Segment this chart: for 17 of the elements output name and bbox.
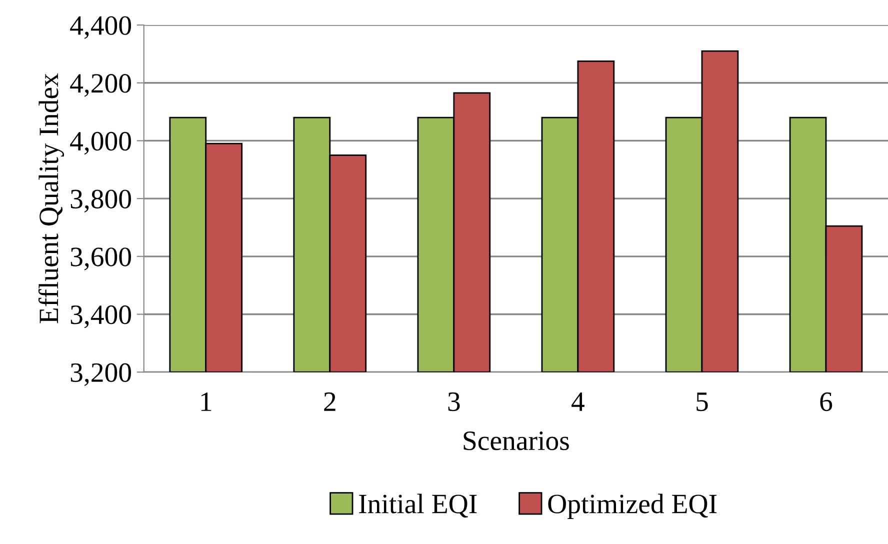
- legend-label: Initial EQI: [359, 494, 477, 518]
- y-tick-label: 3,800: [70, 190, 131, 212]
- legend-label: Optimized EQI: [548, 494, 717, 519]
- x-tick-label: 1: [201, 392, 212, 411]
- y-tick-label: 4,000: [70, 132, 131, 155]
- x-tick-label: 6: [820, 392, 832, 412]
- x-tick-label: 5: [696, 392, 708, 412]
- y-tick-label: 3,400: [70, 305, 131, 328]
- x-tick-label: 4: [572, 392, 584, 411]
- y-tick-label: 3,200: [70, 363, 131, 386]
- y-tick-label: 3,600: [70, 248, 131, 270]
- y-tick-label: 4,200: [70, 74, 131, 97]
- y-tick-label: 4,400: [70, 16, 131, 39]
- x-tick-label: 3: [448, 392, 460, 412]
- y-axis-title: Effluent Quality Index: [38, 73, 64, 324]
- x-tick-label: 2: [324, 392, 336, 411]
- x-axis-title: Scenarios: [464, 432, 569, 450]
